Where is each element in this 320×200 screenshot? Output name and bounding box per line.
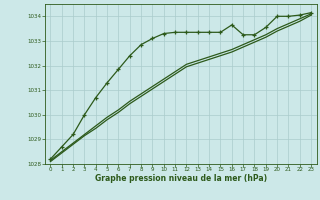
X-axis label: Graphe pression niveau de la mer (hPa): Graphe pression niveau de la mer (hPa)	[95, 174, 267, 183]
